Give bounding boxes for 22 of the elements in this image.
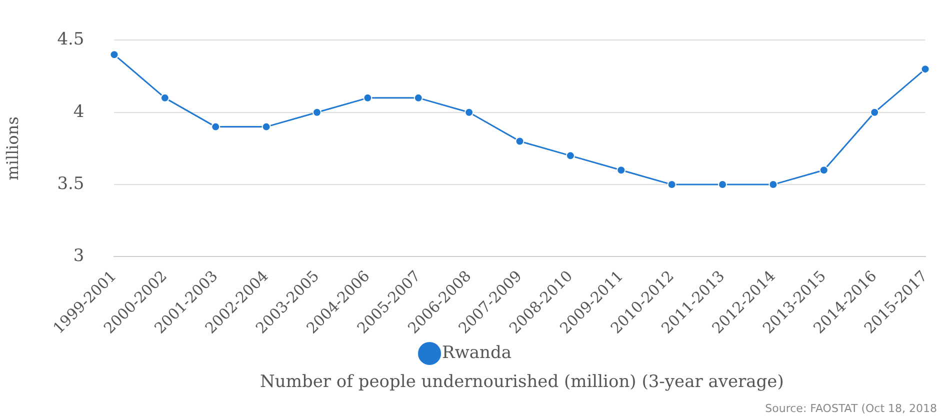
y-tick-label: 3.5 [57, 174, 84, 194]
y-axis-title: millions [2, 116, 22, 180]
y-tick-label: 3 [73, 246, 84, 266]
point [566, 151, 575, 160]
point [363, 93, 372, 102]
point [464, 108, 474, 117]
point [211, 122, 220, 132]
point [414, 93, 423, 102]
source-note: Source: FAOSTAT (Oct 18, 2018 [765, 402, 937, 415]
point [920, 64, 930, 74]
point [262, 122, 271, 132]
point [870, 108, 880, 117]
point [110, 50, 119, 60]
text: Number of people undernourished (million) (3-year average) [260, 372, 784, 392]
point [515, 136, 524, 146]
point [616, 166, 626, 175]
point [819, 166, 828, 175]
legend-label: Rwanda [442, 342, 512, 363]
point [312, 108, 322, 117]
y-tick-label: 4.5 [57, 30, 84, 50]
y-tick-label: 4 [73, 102, 84, 122]
point [160, 93, 170, 102]
